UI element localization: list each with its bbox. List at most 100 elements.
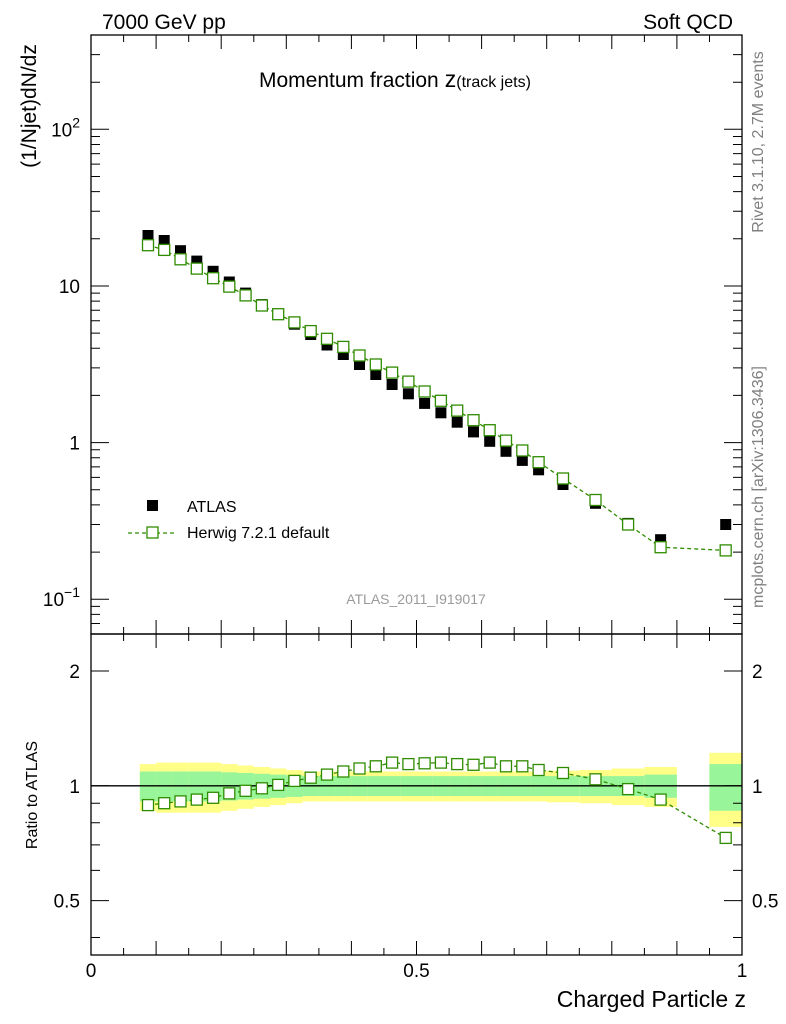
ratio-tick-labels: 0.5 0.5 1 1 2 2 bbox=[54, 662, 779, 913]
x-tick-label: 1 bbox=[737, 961, 748, 982]
ratio-herwig-point bbox=[434, 756, 448, 769]
x-tick-label: 0 bbox=[86, 961, 97, 982]
atlas-data-point bbox=[720, 519, 732, 530]
atlas-data-point bbox=[175, 245, 186, 257]
plot-title-subscript: (track jets) bbox=[456, 74, 531, 91]
ratio-herwig-point bbox=[320, 768, 334, 781]
herwig-point bbox=[467, 414, 480, 427]
atlas-data-point bbox=[386, 379, 398, 390]
ratio-y-tick-label-right: 1 bbox=[752, 777, 763, 798]
herwig-point bbox=[272, 308, 285, 321]
atlas-data-point bbox=[655, 534, 667, 546]
herwig-point bbox=[451, 404, 464, 417]
ratio-herwig-point bbox=[141, 798, 155, 812]
main-plot-frame bbox=[90, 34, 743, 635]
herwig-point bbox=[353, 349, 366, 362]
ratio-herwig-point bbox=[174, 795, 187, 808]
ratio-y-axis-label: Ratio to ATLAS bbox=[24, 741, 41, 849]
herwig-point bbox=[206, 272, 220, 285]
herwig-point bbox=[141, 239, 155, 252]
analysis-id-label: ATLAS_2011_I919017 bbox=[346, 591, 486, 607]
main-y-tick-labels: 10−1 1 10 102 bbox=[43, 114, 80, 611]
ratio-inner-band bbox=[156, 771, 173, 802]
atlas-data-point bbox=[207, 265, 219, 277]
rivet-version-label: Rivet 3.1.10, 2.7M events bbox=[750, 51, 767, 232]
ratio-inner-band bbox=[709, 764, 742, 811]
ratio-herwig-point bbox=[369, 760, 382, 773]
ratio-herwig-point bbox=[158, 797, 171, 810]
herwig-point bbox=[190, 262, 203, 275]
ratio-herwig-point bbox=[719, 831, 732, 845]
ratio-y-tick-label-right: 0.5 bbox=[752, 892, 778, 913]
atlas-data-point bbox=[402, 388, 414, 400]
ratio-herwig-point bbox=[532, 763, 545, 777]
atlas-data-point bbox=[337, 349, 349, 360]
atlas-data-point bbox=[419, 397, 431, 409]
main-y-axis-label: (1/Njet)dN/dz bbox=[18, 44, 41, 168]
herwig-point bbox=[223, 280, 236, 293]
atlas-data-point bbox=[321, 339, 333, 351]
ratio-y-tick-label-left: 1 bbox=[69, 777, 80, 798]
atlas-data-point bbox=[500, 445, 512, 457]
mcplots-label: mcplots.cern.ch [arXiv:1306.3436] bbox=[750, 366, 767, 608]
herwig-point bbox=[589, 493, 602, 507]
ratio-tick-marks bbox=[90, 634, 743, 955]
header-energy-label: 7000 GeV pp bbox=[102, 11, 226, 34]
herwig-point bbox=[556, 472, 570, 485]
ratio-herwig-point bbox=[239, 784, 252, 797]
ratio-inner-band bbox=[139, 771, 157, 802]
herwig-point bbox=[304, 324, 317, 338]
atlas-data-point bbox=[191, 255, 203, 267]
ratio-herwig-point bbox=[223, 787, 236, 800]
herwig-point bbox=[532, 456, 545, 469]
ratio-herwig-point bbox=[483, 756, 496, 769]
main-tick-marks bbox=[90, 34, 743, 635]
x-tick-labels: 0 0.5 1 bbox=[86, 961, 748, 982]
herwig-point bbox=[158, 243, 171, 257]
ratio-herwig-point bbox=[402, 757, 415, 771]
ratio-herwig-point bbox=[255, 782, 269, 795]
ratio-herwig-point bbox=[304, 771, 317, 784]
herwig-point bbox=[434, 394, 448, 407]
ratio-axis-ticks bbox=[90, 634, 743, 955]
ratio-y-tick-label-right: 2 bbox=[752, 662, 763, 683]
herwig-point bbox=[174, 253, 187, 266]
atlas-data-point bbox=[435, 407, 447, 419]
legend-atlas-label: ATLAS bbox=[187, 499, 237, 516]
header-process-label: Soft QCD bbox=[643, 11, 733, 34]
atlas-data-points bbox=[142, 230, 732, 546]
herwig-point bbox=[418, 385, 431, 398]
ratio-herwig-point bbox=[467, 758, 480, 771]
atlas-data-point bbox=[142, 230, 154, 241]
ratio-herwig-points bbox=[141, 756, 732, 845]
ratio-herwig-point bbox=[418, 757, 431, 770]
ratio-herwig-point bbox=[288, 774, 301, 788]
plot-title-variable: z bbox=[445, 66, 457, 92]
ratio-herwig-point bbox=[516, 760, 529, 773]
ratio-herwig-point bbox=[556, 766, 570, 780]
herwig-point bbox=[621, 518, 635, 531]
atlas-data-point bbox=[516, 454, 528, 466]
main-axis-ticks bbox=[90, 34, 743, 635]
plot-title-main: Momentum fraction bbox=[259, 69, 439, 92]
herwig-point bbox=[654, 541, 667, 554]
main-y-tick-label: 1 bbox=[69, 434, 80, 455]
legend: ATLAS Herwig 7.2.1 default bbox=[128, 499, 330, 542]
ratio-herwig-point bbox=[385, 756, 399, 769]
ratio-plot-frame bbox=[90, 633, 743, 956]
main-y-tick-label: 10−1 bbox=[43, 584, 80, 611]
herwig-point bbox=[402, 375, 415, 388]
ratio-herwig-point bbox=[353, 762, 366, 775]
herwig-point bbox=[499, 434, 513, 447]
herwig-point bbox=[719, 544, 732, 557]
ratio-y-tick-label-left: 0.5 bbox=[54, 892, 80, 913]
plot-title: Momentum fraction z(track jets) bbox=[259, 66, 531, 92]
ratio-herwig-point bbox=[190, 793, 203, 806]
x-tick-label: 0.5 bbox=[403, 961, 429, 982]
main-y-tick-label: 102 bbox=[51, 114, 80, 141]
ratio-inner-band bbox=[172, 771, 189, 802]
herwig-point bbox=[516, 444, 529, 457]
herwig-point bbox=[255, 299, 269, 312]
main-plot-area: 10−1 1 10 102 bbox=[43, 34, 743, 635]
atlas-data-point bbox=[468, 426, 479, 438]
